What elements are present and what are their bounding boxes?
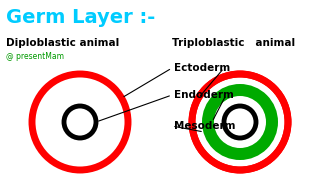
Text: Ectoderm: Ectoderm <box>174 63 230 73</box>
Text: Endoderm: Endoderm <box>174 90 234 100</box>
Circle shape <box>192 74 288 170</box>
Circle shape <box>214 96 266 148</box>
Circle shape <box>32 74 128 170</box>
Circle shape <box>202 84 278 160</box>
Text: Triploblastic   animal: Triploblastic animal <box>172 38 295 48</box>
Text: Germ Layer :-: Germ Layer :- <box>6 8 155 27</box>
Circle shape <box>224 106 256 138</box>
Text: Mesoderm: Mesoderm <box>174 121 236 131</box>
Text: @ presentMam: @ presentMam <box>6 52 64 61</box>
Text: Diploblastic animal: Diploblastic animal <box>6 38 119 48</box>
Circle shape <box>64 106 96 138</box>
